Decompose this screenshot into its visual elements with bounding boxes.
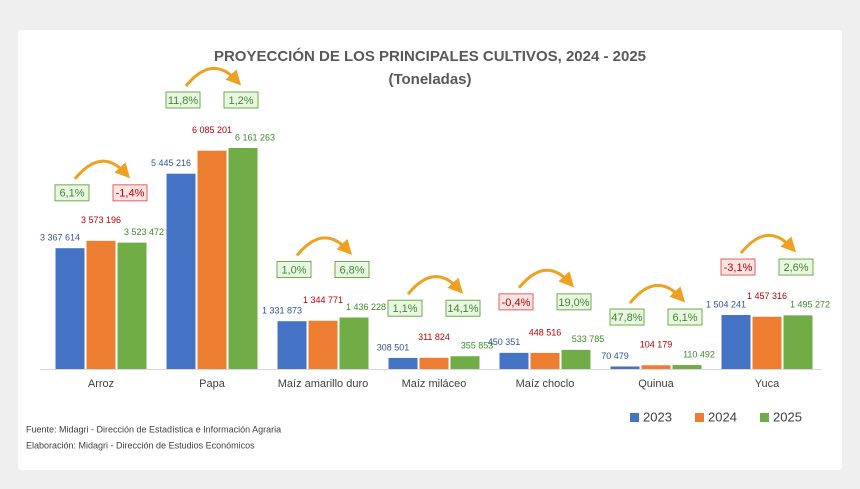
bar bbox=[197, 150, 227, 369]
bar bbox=[228, 148, 258, 369]
legend-swatch bbox=[695, 413, 704, 422]
value-label: 5 445 216 bbox=[151, 158, 191, 168]
chart-title: PROYECCIÓN DE LOS PRINCIPALES CULTIVOS, … bbox=[214, 47, 646, 65]
legend-label: 2023 bbox=[643, 409, 672, 424]
growth-label: 1,0% bbox=[281, 264, 306, 276]
bar bbox=[419, 357, 449, 369]
growth-arrow bbox=[295, 236, 353, 257]
value-label: 1 331 873 bbox=[262, 306, 302, 316]
bar bbox=[610, 366, 640, 369]
value-label: 104 179 bbox=[640, 340, 673, 350]
value-label: 110 492 bbox=[683, 349, 715, 359]
growth-box bbox=[223, 91, 259, 109]
value-label: 6 161 263 bbox=[235, 132, 275, 142]
growth-box bbox=[112, 184, 148, 202]
chart-subtitle: (Toneladas) bbox=[388, 71, 471, 88]
growth-arrow bbox=[184, 66, 242, 87]
bar bbox=[752, 316, 782, 369]
bar bbox=[672, 365, 702, 369]
value-label: 533 785 bbox=[572, 334, 605, 344]
value-label: 1 495 272 bbox=[790, 300, 830, 310]
growth-box bbox=[387, 299, 423, 317]
growth-label: 11,8% bbox=[168, 95, 199, 107]
bar bbox=[55, 248, 85, 369]
growth-arrow bbox=[628, 283, 686, 304]
growth-box bbox=[720, 258, 756, 276]
growth-box bbox=[445, 299, 481, 317]
growth-box bbox=[276, 260, 312, 278]
growth-label: -0,4% bbox=[502, 297, 531, 309]
x-tick-label: Maíz amarillo duro bbox=[278, 378, 368, 390]
value-label: 3 367 614 bbox=[40, 233, 80, 243]
value-label: 448 516 bbox=[529, 327, 562, 337]
growth-box bbox=[165, 91, 201, 109]
value-label: 70 479 bbox=[601, 351, 629, 361]
legend-label: 2024 bbox=[708, 409, 737, 424]
value-label: 308 501 bbox=[377, 342, 410, 352]
growth-label: 14,1% bbox=[447, 303, 478, 315]
growth-label: 6,8% bbox=[339, 264, 364, 276]
value-label: 1 504 241 bbox=[706, 299, 746, 309]
bar bbox=[783, 315, 813, 369]
x-tick-label: Yuca bbox=[755, 378, 780, 390]
value-label: 3 523 472 bbox=[124, 227, 164, 237]
growth-box bbox=[609, 308, 645, 326]
x-tick-label: Quinua bbox=[638, 378, 674, 390]
bar bbox=[339, 317, 369, 369]
legend-swatch bbox=[760, 413, 769, 422]
bar bbox=[561, 349, 591, 369]
x-tick-label: Papa bbox=[199, 378, 226, 390]
bar bbox=[388, 357, 418, 369]
growth-label: 1,2% bbox=[228, 95, 253, 107]
growth-box bbox=[54, 184, 90, 202]
value-label: 311 824 bbox=[418, 332, 450, 342]
growth-label: 19,0% bbox=[558, 297, 589, 309]
bar bbox=[308, 320, 338, 369]
credit: Elaboración: Midagri - Dirección de Estu… bbox=[26, 440, 255, 450]
bar bbox=[450, 356, 480, 369]
bar bbox=[166, 173, 196, 369]
growth-label: 1,1% bbox=[392, 303, 417, 315]
growth-label: -1,4% bbox=[116, 188, 145, 200]
bar bbox=[641, 365, 671, 369]
growth-arrow bbox=[739, 233, 797, 254]
bar bbox=[530, 352, 560, 369]
value-label: 6 085 201 bbox=[192, 125, 232, 135]
bar bbox=[277, 321, 307, 369]
growth-arrow bbox=[73, 159, 131, 180]
growth-box bbox=[334, 260, 370, 278]
x-tick-label: Maíz choclo bbox=[516, 378, 575, 390]
growth-box bbox=[778, 258, 814, 276]
x-tick-label: Maíz miláceo bbox=[402, 378, 467, 390]
growth-arrow bbox=[517, 268, 575, 289]
value-label: 1 436 228 bbox=[346, 302, 386, 312]
value-label: 450 351 bbox=[488, 337, 521, 347]
growth-box bbox=[667, 308, 703, 326]
value-label: 1 344 771 bbox=[303, 295, 343, 305]
bar bbox=[117, 242, 147, 369]
value-label: 1 457 316 bbox=[747, 291, 787, 301]
growth-box bbox=[556, 293, 592, 311]
growth-arrow bbox=[406, 275, 464, 296]
growth-label: 6,1% bbox=[59, 188, 84, 200]
growth-label: 47,8% bbox=[611, 312, 642, 324]
x-tick-label: Arroz bbox=[88, 378, 114, 390]
growth-label: 2,6% bbox=[783, 262, 808, 274]
source: Fuente: Midagri - Dirección de Estadísti… bbox=[26, 424, 281, 434]
value-label: 3 573 196 bbox=[81, 215, 121, 225]
bar bbox=[499, 352, 529, 369]
growth-box bbox=[498, 293, 534, 311]
bar bbox=[86, 240, 116, 369]
legend-label: 2025 bbox=[773, 409, 802, 424]
legend-swatch bbox=[630, 413, 639, 422]
value-label: 355 853 bbox=[461, 341, 494, 351]
bar bbox=[721, 315, 751, 369]
growth-label: 6,1% bbox=[672, 312, 697, 324]
growth-label: -3,1% bbox=[724, 262, 753, 274]
